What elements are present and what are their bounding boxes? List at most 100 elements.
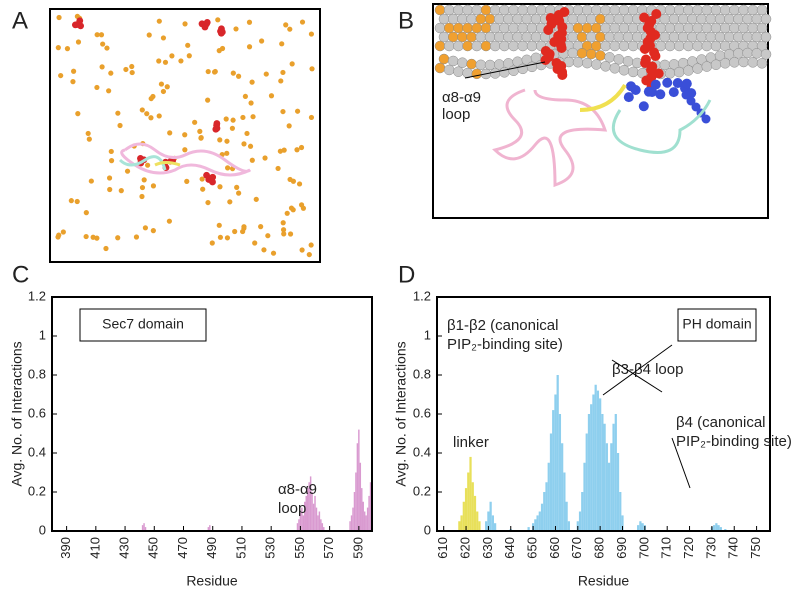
x-tick-label: 550 [292,537,307,559]
lipid-headgroup [205,97,211,103]
membrane-atom [714,31,726,43]
y-tick-label: 1 [39,327,46,342]
membrane-atom [710,22,722,34]
membrane-atom [517,4,529,16]
lipid-headgroup [294,108,301,114]
lipid-headgroup [169,53,175,59]
y-tick-label: 0.6 [28,405,46,420]
lipid-headgroup [261,247,267,253]
membrane-atom [600,40,611,52]
membrane-atom [466,58,477,70]
lipid-headgroup [270,250,277,256]
x-tick-label: 750 [748,537,763,559]
lipid-headgroup [223,116,229,122]
lipid-headgroup [124,168,131,174]
membrane-atom [751,13,763,25]
membrane-atom [701,22,713,34]
basic-residue [655,89,666,100]
lipid-headgroup [83,233,89,240]
bar [462,501,465,531]
bar [603,423,606,531]
membrane-atom [462,22,473,34]
membrane-atom [480,40,492,52]
lipid-headgroup [198,135,204,141]
pip2 [218,28,226,36]
y-tick-label: 0.6 [413,405,431,420]
x-tick-label: 670 [569,537,584,559]
membrane-atom [673,66,685,78]
bar [547,462,550,531]
membrane-atom [618,40,630,52]
membrane-atom [756,22,768,34]
bar [478,521,481,531]
bar [353,492,356,531]
bar [489,501,492,531]
bar [301,507,303,531]
membrane-atom [475,31,487,43]
basic-residue [638,101,649,112]
bar [599,398,602,531]
x-tick-label: 740 [726,537,741,559]
membrane-atom [462,4,473,16]
y-tick-label: 0 [39,522,46,537]
bar [476,511,479,531]
membrane-atom [567,13,579,25]
membrane-atom [742,31,753,43]
lipid-headgroup [217,234,224,240]
lipid-headgroup [106,88,112,94]
lipid-headgroup [224,150,230,156]
membrane-atom [604,52,615,63]
lipid-headgroup [230,70,236,76]
lipid-headgroup [287,176,293,183]
membrane-atom [710,40,722,52]
basic-residue [668,87,679,98]
lipid-headgroup [308,114,315,121]
membrane-atom [438,31,450,43]
bar [565,501,568,531]
bar [207,527,210,531]
bar [601,414,604,531]
membrane-atom [719,4,731,16]
membrane-atom [683,22,694,34]
membrane-atom [457,13,468,25]
lipid-headgroup [259,38,265,44]
domain-label: PH domain [682,316,751,332]
lipid-headgroup [182,132,188,138]
protein [492,88,608,188]
membrane-atom [530,13,542,25]
lipid-headgroup [86,136,92,142]
membrane-atom [591,59,602,70]
membrane-atom [696,13,707,25]
membrane-atom [517,40,529,52]
membrane-atom [687,13,698,25]
lipid-headgroup [227,199,233,205]
membrane-atom [466,13,477,25]
basic-residue [686,96,696,106]
membrane-atom [683,4,694,16]
bar [485,521,488,531]
bar [366,507,369,531]
membrane-atom [512,31,523,43]
lipid-headgroup [104,45,110,51]
membrane-atom [738,4,749,16]
x-tick-label: 430 [116,537,131,559]
membrane-atom [756,4,768,16]
membrane-atom [701,61,713,72]
membrane-atom [742,13,753,25]
bar [305,495,307,531]
bar [587,414,591,531]
lipid-headgroup [182,21,188,27]
lipid-headgroup [139,193,145,200]
lipid-headgroup [141,177,147,183]
lipid-headgroup [224,235,231,241]
membrane-atom [692,22,703,34]
x-tick-label: 620 [457,537,472,559]
membrane-atom [462,40,473,52]
bar [304,501,306,531]
membrane-atom [738,22,749,34]
membrane-atom [453,66,464,77]
lipid-headgroup [85,130,91,137]
membrane-atom [622,31,634,43]
bar [317,515,319,531]
membrane-atom [572,56,584,68]
